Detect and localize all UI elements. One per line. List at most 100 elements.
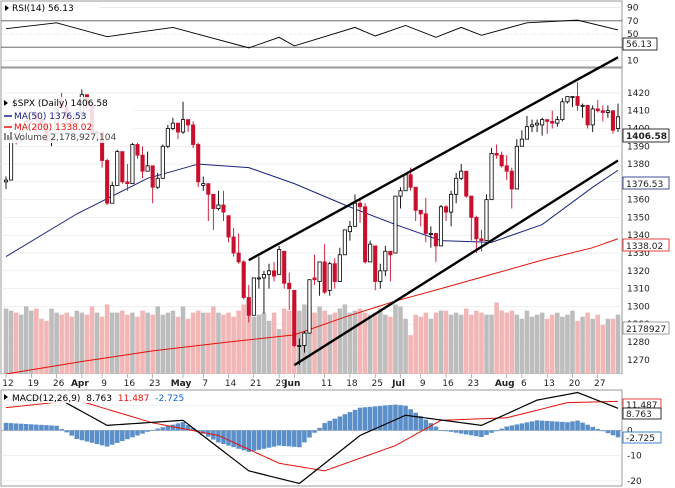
candle bbox=[509, 167, 514, 209]
macd-label-macd: 8.763 bbox=[86, 394, 112, 404]
macd-histogram-bar bbox=[297, 430, 302, 448]
ma50-line bbox=[5, 163, 619, 258]
candle bbox=[231, 228, 236, 257]
volume-bar bbox=[69, 316, 75, 374]
macd-histogram-bar bbox=[443, 430, 449, 432]
macd-histogram-bar bbox=[494, 430, 499, 432]
macd-histogram-bar bbox=[388, 405, 393, 431]
ma200-line bbox=[5, 238, 619, 375]
macd-panel: 100-10-20 MACD(12,26,9) 8.763 11.487 -2.… bbox=[0, 389, 662, 487]
last-price-label: 1406.58 bbox=[626, 132, 667, 142]
x-tick-label: 23 bbox=[468, 379, 479, 389]
candle-body bbox=[226, 215, 231, 238]
macd-histogram-bar bbox=[114, 430, 120, 443]
volume-bar bbox=[458, 314, 464, 374]
volume-bar bbox=[281, 308, 287, 374]
volume-bar bbox=[175, 316, 181, 374]
macd-histogram-bar bbox=[104, 430, 110, 447]
x-tick-label: 29 bbox=[275, 379, 287, 389]
macd-histogram-bar bbox=[140, 430, 145, 434]
volume-bar bbox=[342, 304, 348, 374]
macd-histogram-bar bbox=[64, 430, 69, 433]
volume-bar bbox=[352, 310, 358, 374]
macd-tick-label: -10 bbox=[627, 452, 642, 462]
candle bbox=[459, 164, 464, 181]
macd-histogram-bar bbox=[544, 420, 550, 431]
volume-bar bbox=[479, 312, 484, 374]
candle bbox=[135, 142, 140, 159]
volume-bar bbox=[79, 312, 85, 374]
candle bbox=[327, 261, 332, 296]
candle-body bbox=[206, 183, 211, 195]
candle-body bbox=[266, 270, 272, 275]
candle-body bbox=[201, 183, 206, 186]
macd-histogram-bar bbox=[590, 426, 595, 431]
candle-body bbox=[479, 238, 484, 241]
rsi-value-label: 56.13 bbox=[626, 40, 652, 50]
candle-body bbox=[186, 119, 191, 126]
candle bbox=[130, 142, 135, 185]
candle bbox=[352, 194, 358, 227]
macd-histogram-bar bbox=[428, 423, 434, 431]
price-tick-label: 1310 bbox=[627, 285, 650, 295]
macd-histogram-bar bbox=[130, 430, 135, 438]
volume-bar bbox=[428, 318, 434, 374]
volume-bar bbox=[99, 316, 105, 374]
candle bbox=[413, 186, 418, 221]
candle-body bbox=[150, 165, 155, 188]
candle bbox=[9, 136, 14, 181]
candle bbox=[489, 148, 494, 201]
volume-bar bbox=[494, 302, 499, 374]
macd-histogram-bar bbox=[94, 430, 100, 445]
candle-body bbox=[373, 245, 378, 282]
channel-line bbox=[293, 159, 619, 367]
x-tick-label: Jun bbox=[283, 379, 300, 389]
candle-body bbox=[342, 229, 347, 256]
macd-histogram-bar bbox=[89, 430, 95, 443]
candle-body bbox=[418, 209, 423, 215]
macd-histogram-bar bbox=[221, 430, 226, 445]
macd-tick-label: 0 bbox=[627, 426, 633, 436]
macd-histogram-bar bbox=[317, 427, 322, 431]
macd-histogram-bar bbox=[463, 430, 469, 435]
candle-body bbox=[3, 179, 9, 183]
ma50-value-label: 1376.53 bbox=[626, 180, 663, 190]
volume-bar bbox=[165, 312, 171, 374]
candle bbox=[464, 170, 469, 198]
price-tick-label: 1330 bbox=[627, 249, 650, 259]
volume-bar bbox=[539, 312, 545, 374]
candle bbox=[600, 105, 605, 122]
candle-body bbox=[504, 165, 509, 172]
macd-histogram-bar bbox=[615, 430, 621, 438]
x-tick-label: 9 bbox=[101, 379, 107, 389]
volume-bar bbox=[236, 310, 241, 374]
candle-body bbox=[469, 195, 474, 218]
macd-histogram-bar bbox=[190, 427, 196, 431]
candle-body bbox=[302, 332, 307, 346]
volume-bar bbox=[438, 310, 444, 374]
candle-body bbox=[378, 270, 383, 282]
candle-body bbox=[165, 128, 170, 147]
candle bbox=[519, 130, 524, 147]
candle-body bbox=[155, 177, 160, 188]
candle-body bbox=[216, 204, 221, 209]
macd-label: MACD(12,26,9) 8.763 11.487 -2.725 bbox=[12, 394, 184, 404]
candle-body bbox=[352, 202, 358, 227]
candle-body bbox=[221, 204, 226, 213]
volume-bar bbox=[312, 312, 317, 374]
candle bbox=[550, 110, 555, 129]
volume-bar bbox=[555, 312, 560, 374]
volume-bar bbox=[610, 318, 616, 374]
candle bbox=[368, 240, 373, 263]
macd-histogram-bar bbox=[226, 430, 231, 446]
volume-bar bbox=[155, 306, 161, 374]
volume-bar bbox=[590, 318, 595, 374]
volume-bar bbox=[347, 312, 353, 374]
candle bbox=[378, 263, 383, 289]
macd-label-bg bbox=[2, 391, 224, 403]
macd-histogram-bar bbox=[120, 430, 125, 442]
volume-bar bbox=[226, 312, 231, 374]
x-tick-label: 27 bbox=[594, 379, 605, 389]
price-tick-label: 1340 bbox=[627, 231, 650, 241]
